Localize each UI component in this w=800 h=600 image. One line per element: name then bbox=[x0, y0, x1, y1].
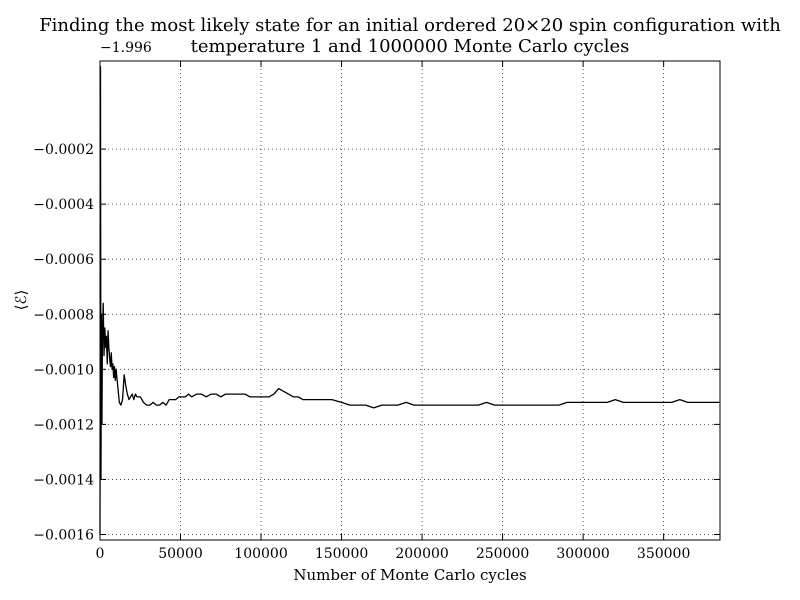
y-axis-label: ⟨ℰ⟩ bbox=[12, 290, 30, 311]
axes: 0 50000 100000 150000 200000 250000 300000 3500… bbox=[33, 61, 720, 562]
series-layer bbox=[99, 65, 720, 535]
x-tick-label: 350000 bbox=[637, 546, 690, 562]
y-tick-label: −0.0002 bbox=[33, 142, 94, 158]
y-axis-offset-label: −1.996 bbox=[100, 40, 152, 56]
x-tick-label: 250000 bbox=[476, 546, 529, 562]
x-tick-label: 300000 bbox=[556, 546, 609, 562]
x-tick-label: 50000 bbox=[158, 546, 203, 562]
chart-title-line-1: Finding the most likely state for an ini… bbox=[39, 15, 781, 36]
x-axis-label: Number of Monte Carlo cycles bbox=[293, 566, 526, 584]
y-tick-label: −0.0016 bbox=[33, 527, 94, 543]
x-tick-label: 200000 bbox=[395, 546, 448, 562]
grid bbox=[99, 61, 720, 540]
y-tick-label: −0.0012 bbox=[33, 417, 94, 433]
y-tick-label: −0.0014 bbox=[33, 472, 94, 488]
x-tick-label: 100000 bbox=[234, 546, 287, 562]
chart-title-line-2: temperature 1 and 1000000 Monte Carlo cy… bbox=[191, 36, 630, 57]
y-tick-label: −0.0004 bbox=[33, 197, 94, 213]
plot-frame bbox=[99, 60, 721, 541]
x-tick-label: 0 bbox=[96, 546, 105, 562]
series-line bbox=[99, 65, 720, 535]
y-tick-label: −0.0010 bbox=[33, 362, 94, 378]
y-tick-label: −0.0008 bbox=[33, 307, 94, 323]
y-tick-label: −0.0006 bbox=[33, 252, 94, 268]
x-tick-label: 150000 bbox=[315, 546, 368, 562]
